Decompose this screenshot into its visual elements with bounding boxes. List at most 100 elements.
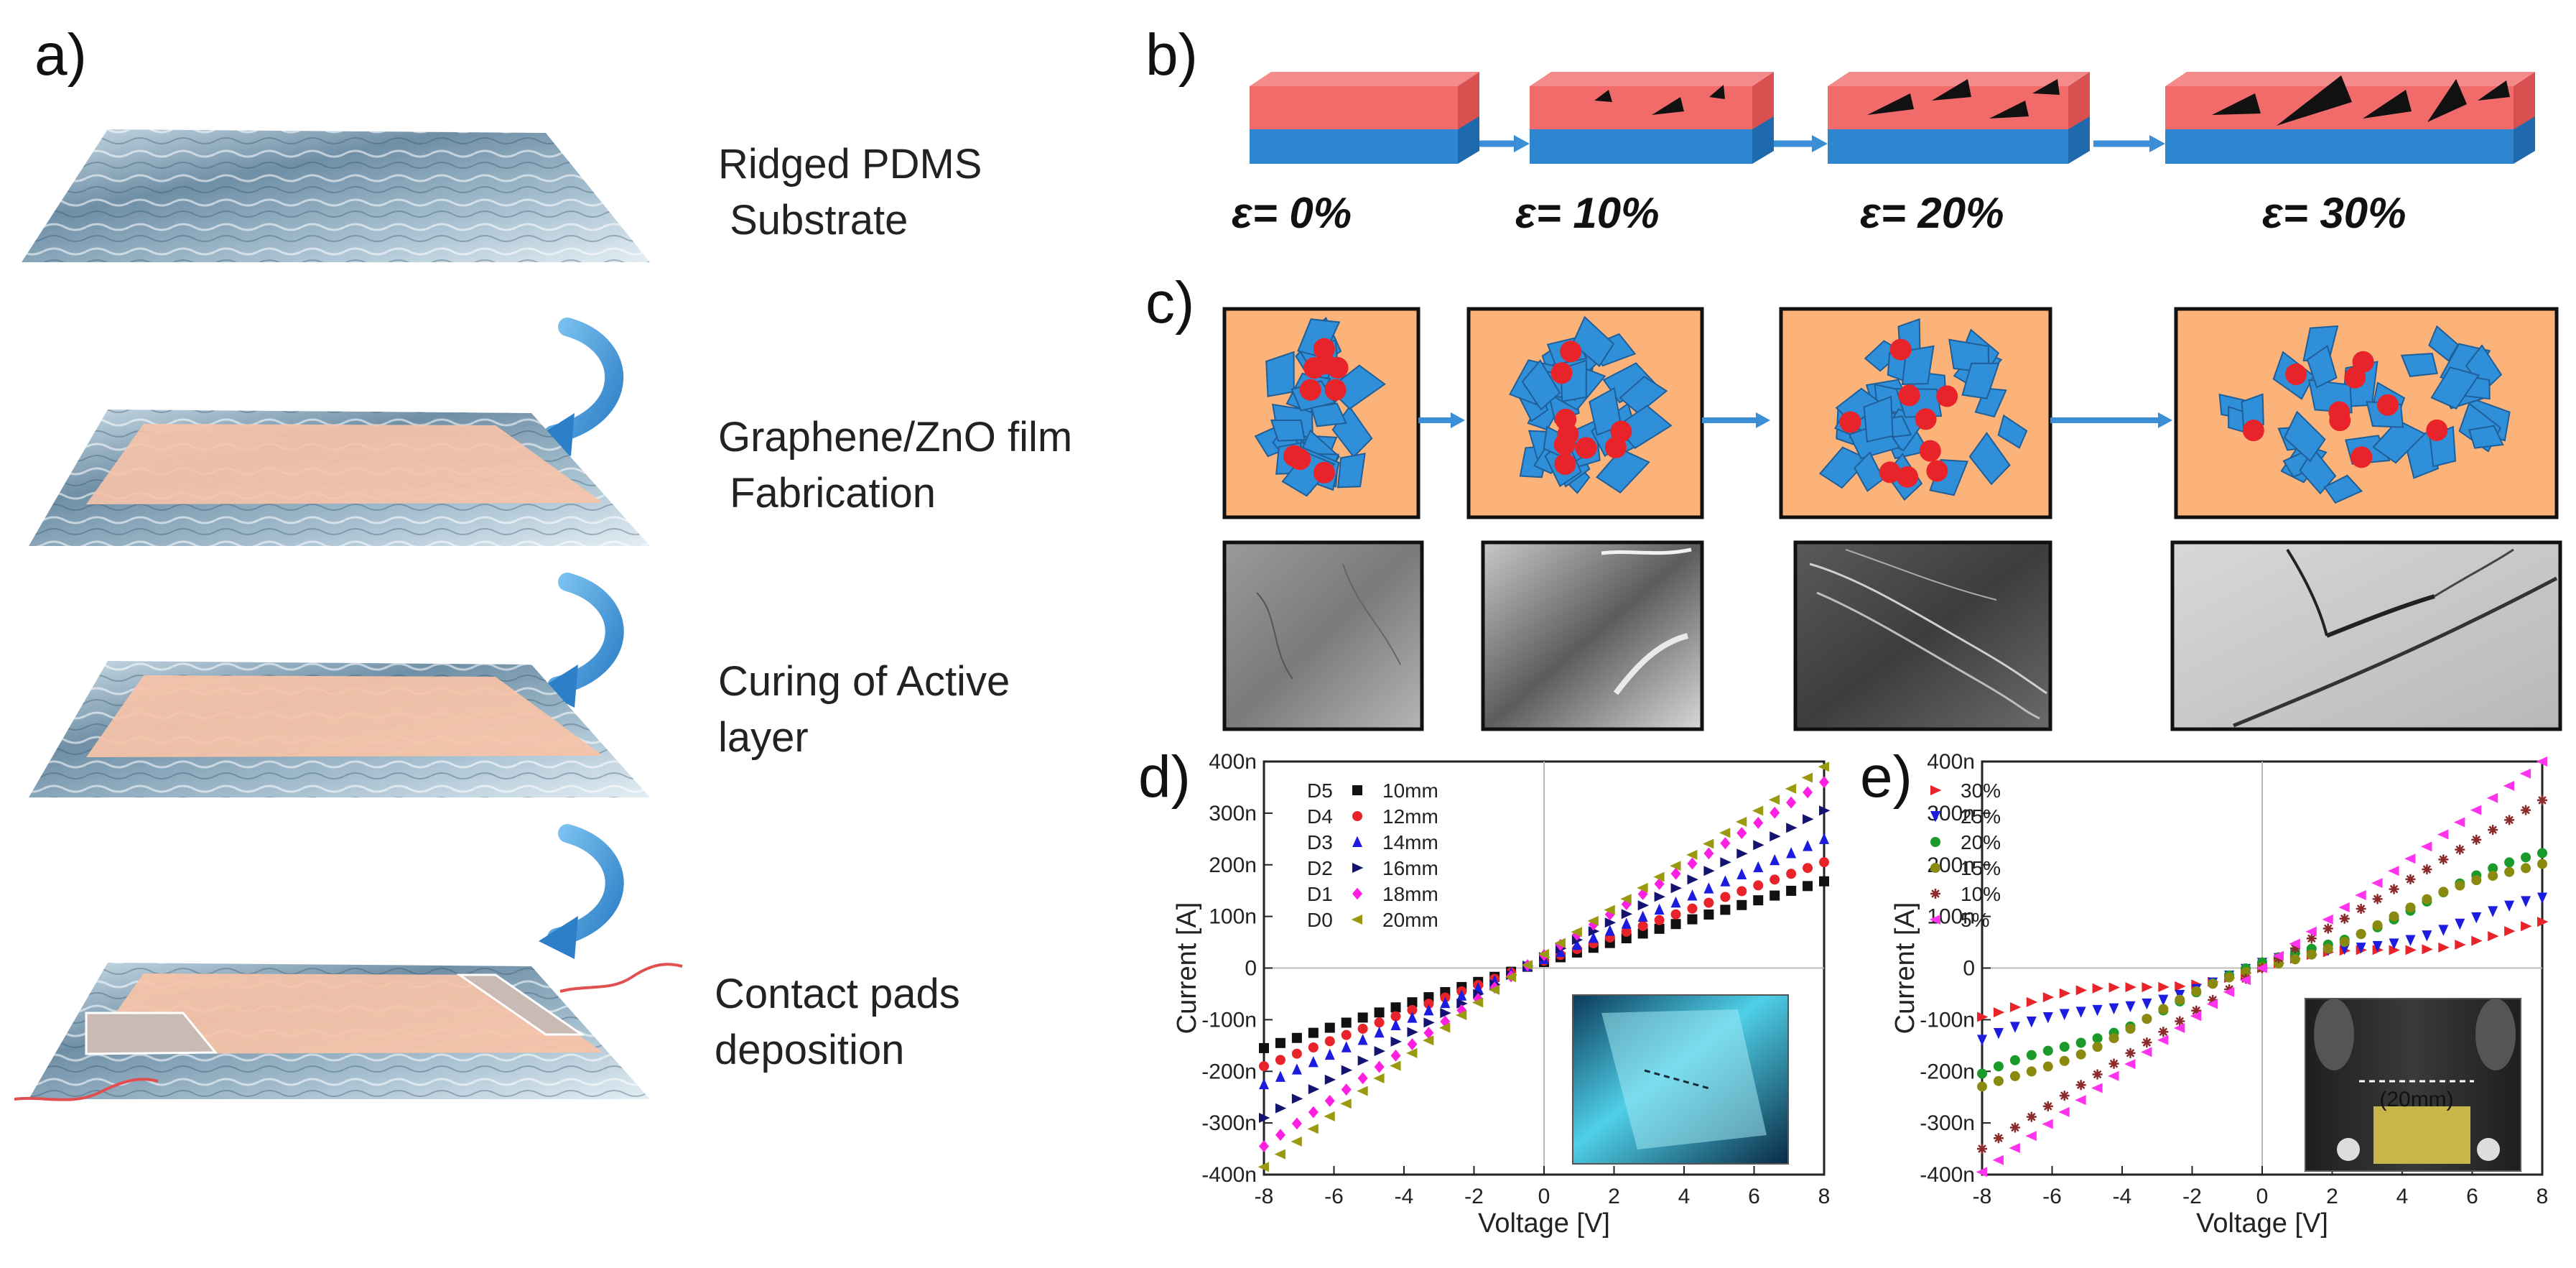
data-point — [1786, 823, 1798, 833]
y-tick-label: -300n — [1920, 1111, 1975, 1135]
data-point — [2455, 880, 2465, 891]
legend-label: 25% — [1961, 805, 2001, 828]
y-tick-label: -400n — [1920, 1163, 1975, 1187]
data-point — [1819, 833, 1829, 844]
data-point — [1390, 1002, 1401, 1013]
data-point — [1818, 762, 1829, 772]
data-point — [2009, 1002, 2022, 1013]
data-point — [2289, 954, 2300, 965]
x-tick-label: -2 — [2182, 1185, 2202, 1208]
particle — [1610, 420, 1632, 443]
sem-image-0 — [1222, 540, 1424, 731]
data-point — [2241, 967, 2251, 978]
panel-c-illustration — [1222, 307, 2562, 731]
x-tick-label: 0 — [1538, 1185, 1550, 1208]
y-tick-label: 400n — [1927, 750, 1975, 774]
data-point — [1785, 783, 1797, 794]
data-point — [2108, 1003, 2119, 1014]
data-point — [2389, 938, 2399, 950]
panel-c-label: c) — [1145, 270, 1195, 335]
data-point — [2521, 921, 2532, 932]
data-point — [2272, 950, 2284, 961]
particle — [2285, 364, 2307, 386]
data-point — [1687, 889, 1698, 901]
data-point — [1341, 1083, 1352, 1096]
data-point — [2471, 834, 2482, 845]
particle — [2352, 351, 2374, 373]
data-point — [1819, 876, 1829, 887]
data-point — [2355, 890, 2366, 901]
data-point — [1259, 1061, 1269, 1072]
data-point — [2488, 871, 2498, 881]
data-point — [1571, 927, 1582, 938]
cured-layer-sheet — [29, 661, 650, 797]
legend: 30% 25% 20% 15% 10% 5% — [1929, 779, 2001, 931]
particle — [1898, 384, 1920, 407]
data-point — [1637, 900, 1650, 911]
data-point — [2488, 906, 2498, 917]
particle — [1313, 338, 1335, 360]
data-point — [2042, 1012, 2053, 1024]
data-point — [2405, 935, 2416, 946]
data-point — [2488, 931, 2499, 942]
x-tick-label: 2 — [2326, 1185, 2338, 1208]
data-point — [2339, 937, 2350, 948]
legend-label: 16mm — [1382, 857, 1438, 879]
data-point — [2537, 917, 2549, 927]
data-point — [1703, 897, 1714, 908]
data-point — [1291, 1048, 1302, 1059]
data-point — [2208, 978, 2218, 989]
data-point — [2158, 981, 2170, 992]
network-box-1 — [1466, 307, 1704, 519]
legend-label: 15% — [1961, 857, 2001, 879]
flake — [1961, 362, 2000, 399]
flake — [1336, 453, 1366, 489]
data-point — [1977, 1068, 1987, 1079]
data-point — [1471, 997, 1484, 1008]
flake — [1968, 432, 2011, 486]
data-point — [2009, 1070, 2020, 1081]
data-point — [1588, 926, 1600, 937]
x-tick-label: -6 — [2042, 1185, 2062, 1208]
data-point — [1803, 814, 1814, 825]
data-point — [1670, 909, 1681, 920]
step-4-line1: Contact pads — [715, 971, 960, 1017]
data-point — [1687, 874, 1698, 885]
legend-marker — [1929, 915, 1940, 925]
flake — [1571, 315, 1615, 368]
flake — [1863, 395, 1894, 443]
data-point — [2422, 864, 2432, 875]
data-point — [1703, 847, 1714, 860]
data-point — [1604, 904, 1615, 915]
data-point — [1819, 776, 1829, 789]
data-point — [2206, 999, 2218, 1009]
legend-marker — [1352, 863, 1364, 873]
y-axis-label: Current [A] — [1890, 902, 1920, 1035]
data-point — [2075, 985, 2088, 996]
data-point — [1753, 895, 1764, 906]
panel-e-label: e) — [1860, 744, 1912, 810]
data-point — [1670, 896, 1681, 908]
data-point — [2075, 1095, 2086, 1106]
data-point — [1770, 806, 1780, 819]
data-point — [1340, 1098, 1352, 1109]
flake — [2372, 419, 2427, 464]
data-point — [1604, 925, 1615, 936]
data-point — [2322, 943, 2333, 954]
flake — [1997, 414, 2028, 449]
data-point — [2356, 943, 2366, 954]
data-point — [2488, 863, 2498, 874]
data-point — [1357, 1034, 1368, 1045]
data-point — [1703, 910, 1714, 920]
data-point — [2356, 904, 2366, 915]
data-point — [1407, 997, 1418, 1008]
data-point — [1407, 1004, 1418, 1015]
data-point — [2092, 1033, 2103, 1044]
data-point — [1440, 1008, 1451, 1019]
data-point — [2058, 1106, 2070, 1117]
legend-prefix: D5 — [1307, 779, 1333, 802]
graphene-film-sheet — [29, 409, 650, 546]
data-point — [2519, 768, 2531, 779]
data-point — [2438, 942, 2450, 953]
data-point — [1786, 847, 1797, 859]
